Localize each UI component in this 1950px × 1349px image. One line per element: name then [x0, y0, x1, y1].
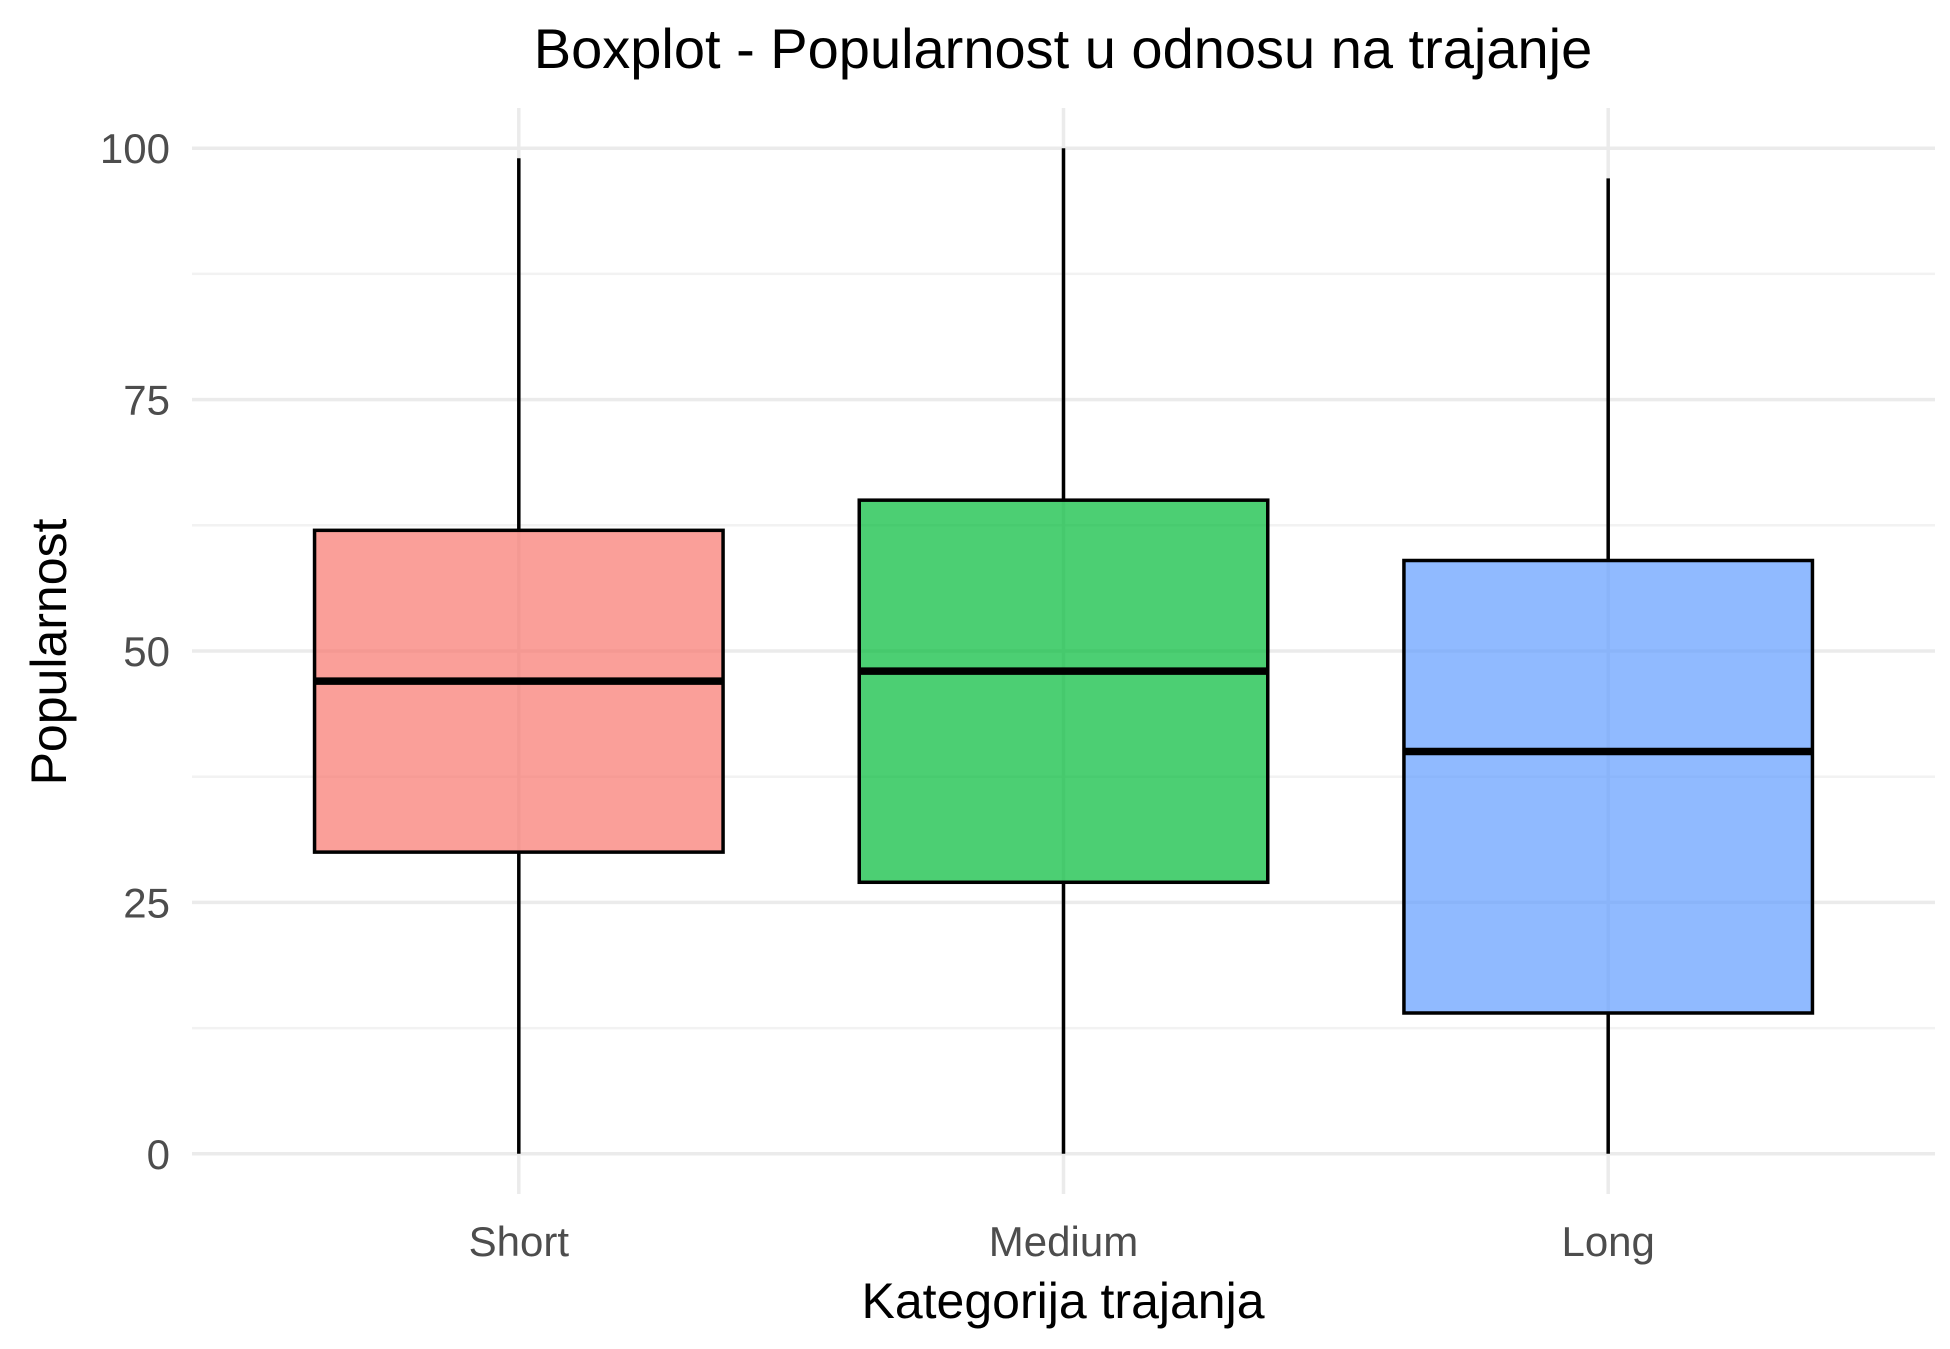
y-tick-label: 50	[123, 628, 170, 675]
y-tick-label: 100	[100, 125, 170, 172]
box-medium	[857, 148, 1270, 1154]
box-iqr	[857, 498, 1270, 885]
y-tick-label: 75	[123, 377, 170, 424]
x-tick-label: Long	[1561, 1218, 1654, 1265]
y-axis-title: Popularnost	[21, 518, 77, 785]
chart-title: Boxplot - Popularnost u odnosu na trajan…	[534, 17, 1592, 80]
y-tick-label: 25	[123, 879, 170, 926]
box-iqr	[312, 528, 725, 854]
box-short	[312, 158, 725, 1154]
box-long	[1402, 178, 1815, 1154]
y-tick-label: 0	[147, 1131, 170, 1178]
x-axis-title: Kategorija trajanja	[861, 1273, 1264, 1329]
x-tick-label: Short	[469, 1218, 570, 1265]
axis-layer: 0 25 50 75 100 Short Medium Long	[100, 125, 1655, 1265]
x-tick-label: Medium	[989, 1218, 1138, 1265]
box-layer	[312, 148, 1815, 1154]
box-iqr	[1402, 558, 1815, 1015]
